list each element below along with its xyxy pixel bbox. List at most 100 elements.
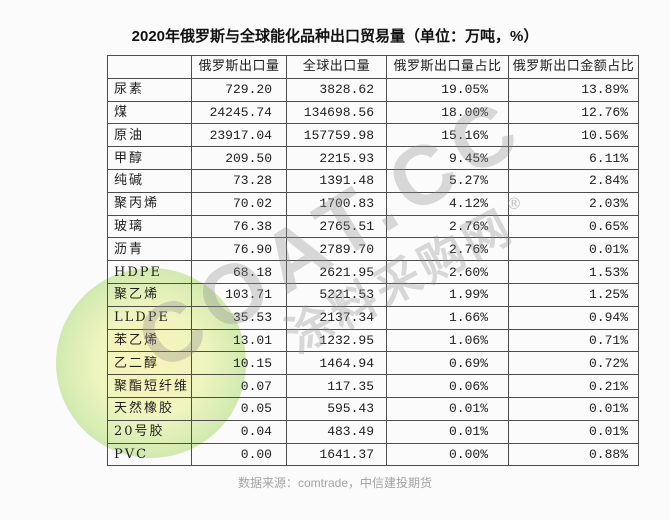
table-cell: 1700.83: [286, 191, 387, 216]
table-cell: 13.01: [191, 328, 287, 353]
table-row: 天然橡胶 0.05 595.43 0.01% 0.01%: [107, 396, 639, 421]
row-label: 纯碱: [107, 168, 192, 193]
table-cell: 0.01%: [508, 419, 639, 444]
table-cell: 2.03%: [508, 191, 639, 216]
table-row: 聚乙烯 103.71 5221.53 1.99% 1.25%: [107, 282, 639, 307]
table-cell: 1.25%: [508, 282, 639, 307]
table-cell: 35.53: [191, 305, 287, 330]
table-row: 原油 23917.04 157759.98 15.16% 10.56%: [107, 123, 639, 148]
table-cell: 0.05: [191, 396, 287, 421]
table-cell: 1.06%: [386, 328, 509, 353]
table-cell: 12.76%: [508, 100, 639, 125]
row-label: 玻璃: [107, 214, 192, 239]
table-cell: 1391.48: [286, 168, 387, 193]
chart-title: 2020年俄罗斯与全球能化品种出口贸易量（单位：万吨，%）: [131, 28, 539, 45]
table-cell: 1641.37: [286, 442, 387, 467]
row-label: 甲醇: [107, 146, 192, 170]
table-cell: 134698.56: [286, 100, 387, 125]
table-row: 纯碱 73.28 1391.48 5.27% 2.84%: [107, 168, 639, 193]
table-row: 20号胶 0.04 483.49 0.01% 0.01%: [107, 419, 639, 444]
row-label: 天然橡胶: [107, 396, 192, 421]
table-row: 苯乙烯 13.01 1232.95 1.06% 0.71%: [107, 328, 639, 353]
table-cell: 103.71: [191, 282, 287, 307]
table-cell: 5221.53: [286, 282, 387, 307]
data-table: 俄罗斯出口量 全球出口量 俄罗斯出口量占比 俄罗斯出口金额占比 尿素 729.20 382…: [107, 55, 639, 467]
table-cell: 2.84%: [508, 168, 639, 193]
table-row: 尿素 729.20 3828.62 19.05% 13.89%: [107, 77, 639, 102]
table-cell: 18.00%: [386, 100, 509, 125]
row-label: 沥青: [107, 237, 192, 262]
table-cell: 1464.94: [286, 351, 387, 376]
column-header: 全球出口量: [286, 55, 387, 79]
table-cell: 73.28: [191, 168, 287, 193]
table-cell: 1232.95: [286, 328, 387, 353]
row-label: PVC: [107, 442, 192, 467]
header-corner-cell: [107, 55, 192, 79]
row-label: 聚丙烯: [107, 191, 192, 216]
table-row: 玻璃 76.38 2765.51 2.76% 0.65%: [107, 214, 639, 239]
table-cell: 6.11%: [508, 146, 639, 170]
table-cell: 10.15: [191, 351, 287, 376]
row-label: 乙二醇: [107, 351, 192, 376]
table-cell: 2215.93: [286, 146, 387, 170]
row-label: 苯乙烯: [107, 328, 192, 353]
table-cell: 0.71%: [508, 328, 639, 353]
table-cell: 19.05%: [386, 77, 509, 102]
table-cell: 70.02: [191, 191, 287, 216]
table-cell: 3828.62: [286, 77, 387, 102]
table-cell: 0.21%: [508, 374, 639, 398]
table-cell: 10.56%: [508, 123, 639, 148]
column-header: 俄罗斯出口量: [191, 55, 287, 79]
table-cell: 15.16%: [386, 123, 509, 148]
table-row: 聚酯短纤维 0.07 117.35 0.06% 0.21%: [107, 374, 639, 398]
table-cell: 2137.34: [286, 305, 387, 330]
table-cell: 0.06%: [386, 374, 509, 398]
table-body: 尿素 729.20 3828.62 19.05% 13.89% 煤 24245.74 1346…: [107, 77, 639, 467]
table-header-row: 俄罗斯出口量 全球出口量 俄罗斯出口量占比 俄罗斯出口金额占比: [107, 55, 639, 79]
row-label: HDPE: [107, 260, 192, 284]
table-cell: 0.00: [191, 442, 287, 467]
table-cell: 0.01%: [508, 237, 639, 262]
table-cell: 0.00%: [386, 442, 509, 467]
row-label: LLDPE: [107, 305, 192, 330]
table-cell: 2.76%: [386, 214, 509, 239]
table-cell: 0.01%: [386, 396, 509, 421]
table-row: 乙二醇 10.15 1464.94 0.69% 0.72%: [107, 351, 639, 376]
table-cell: 0.69%: [386, 351, 509, 376]
table-row: 甲醇 209.50 2215.93 9.45% 6.11%: [107, 146, 639, 170]
table-cell: 1.99%: [386, 282, 509, 307]
table-cell: 2621.95: [286, 260, 387, 284]
table-cell: 76.38: [191, 214, 287, 239]
table-cell: 2.76%: [386, 237, 509, 262]
source-note: 数据来源：comtrade，中信建投期货: [237, 476, 433, 490]
table-cell: 595.43: [286, 396, 387, 421]
table-row: 聚丙烯 70.02 1700.83 4.12% 2.03%: [107, 191, 639, 216]
table-cell: 1.66%: [386, 305, 509, 330]
table-cell: 24245.74: [191, 100, 287, 125]
table-cell: 117.35: [286, 374, 387, 398]
table-cell: 0.01%: [386, 419, 509, 444]
row-label: 煤: [107, 100, 192, 125]
column-header: 俄罗斯出口量占比: [386, 55, 509, 79]
table-cell: 2765.51: [286, 214, 387, 239]
table-cell: 13.89%: [508, 77, 639, 102]
table-cell: 0.72%: [508, 351, 639, 376]
table-cell: 0.01%: [508, 396, 639, 421]
table-row: 煤 24245.74 134698.56 18.00% 12.76%: [107, 100, 639, 125]
row-label: 聚乙烯: [107, 282, 192, 307]
table-cell: 2789.70: [286, 237, 387, 262]
table-row: PVC 0.00 1641.37 0.00% 0.88%: [107, 442, 639, 467]
row-label: 原油: [107, 123, 192, 148]
table-cell: 0.07: [191, 374, 287, 398]
table-cell: 76.90: [191, 237, 287, 262]
row-label: 尿素: [107, 77, 192, 102]
table-cell: 483.49: [286, 419, 387, 444]
table-cell: 23917.04: [191, 123, 287, 148]
table-cell: 0.04: [191, 419, 287, 444]
table-cell: 0.94%: [508, 305, 639, 330]
row-label: 聚酯短纤维: [107, 374, 192, 398]
table-cell: 0.88%: [508, 442, 639, 467]
table-cell: 4.12%: [386, 191, 509, 216]
table-cell: 5.27%: [386, 168, 509, 193]
